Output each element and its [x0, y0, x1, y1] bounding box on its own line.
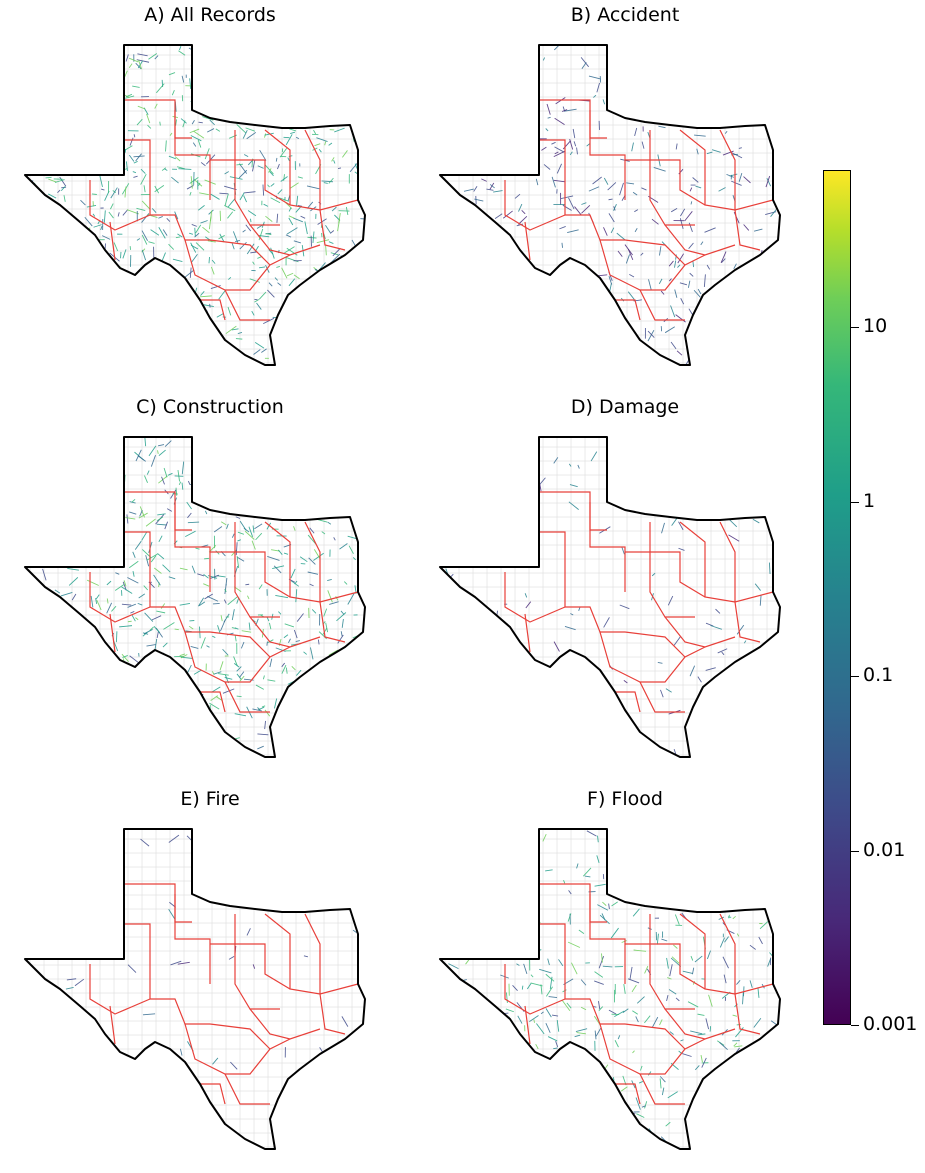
panel-title: B) Accident [570, 4, 680, 26]
texas-map [24, 828, 366, 1150]
road-records [448, 830, 780, 1146]
colorbar-tick [851, 850, 859, 852]
panel-accident: B) Accident [435, 0, 815, 385]
panel-construction: C) Construction [20, 392, 400, 777]
road-records [463, 45, 777, 365]
district-boundaries [89, 883, 359, 1105]
colorbar: 10 1 0.1 0.01 0.001 [823, 170, 925, 1034]
colorbar-tick [851, 676, 859, 678]
district-boundaries [89, 491, 359, 713]
panel-flood: F) Flood [435, 784, 815, 1169]
road-records [42, 437, 361, 750]
county-boundaries [25, 45, 365, 365]
texas-map [439, 436, 781, 758]
county-boundaries [25, 829, 365, 1149]
colorbar-tick-label: 0.001 [863, 1013, 918, 1035]
district-boundaries [504, 883, 774, 1105]
colorbar-tick-label: 10 [863, 315, 888, 338]
county-boundaries [25, 437, 365, 757]
texas-map [439, 44, 781, 366]
county-boundaries [440, 829, 780, 1149]
district-boundaries [504, 99, 774, 321]
road-records [25, 46, 365, 359]
texas-map [24, 44, 366, 366]
state-outline [24, 44, 366, 366]
county-boundaries [440, 45, 780, 365]
texas-map [24, 436, 366, 758]
panel-title: C) Construction [136, 396, 284, 418]
colorbar-tick [851, 1025, 859, 1026]
panel-title: F) Flood [587, 788, 663, 810]
texas-map [439, 828, 781, 1150]
panel-fire: E) Fire [20, 784, 400, 1169]
state-outline [24, 828, 366, 1150]
colorbar-tick-label: 0.1 [863, 664, 894, 687]
colorbar-tick [851, 327, 859, 329]
state-outline [439, 44, 781, 366]
state-outline [24, 436, 366, 758]
panel-title: E) Fire [180, 788, 240, 810]
district-boundaries [504, 491, 774, 713]
colorbar-tick-label: 0.01 [863, 838, 906, 861]
panel-title: A) All Records [144, 4, 276, 26]
panel-all-records: A) All Records [20, 0, 400, 385]
county-boundaries [440, 437, 780, 757]
district-boundaries [89, 99, 359, 321]
colorbar-gradient [823, 170, 851, 1025]
state-outline [439, 436, 781, 758]
panel-damage: D) Damage [435, 392, 815, 777]
road-records [65, 834, 357, 1070]
colorbar-tick-label: 1 [863, 489, 876, 512]
state-outline [439, 828, 781, 1150]
colorbar-tick [851, 501, 859, 503]
panel-title: D) Damage [570, 396, 680, 418]
